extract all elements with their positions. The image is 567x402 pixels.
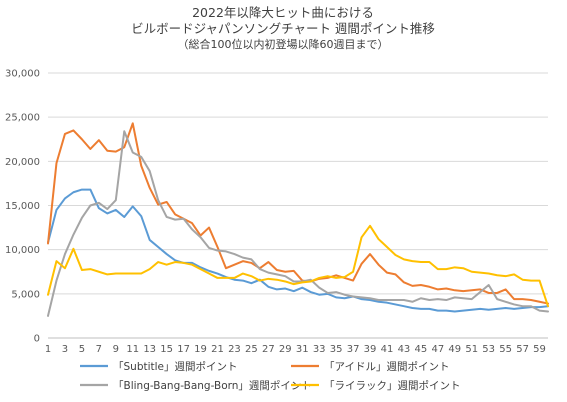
chart-title-line-1: 2022年以降大ヒット曲における [192,5,374,20]
y-tick-label: 15,000 [5,201,40,212]
series-line-3 [47,130,549,317]
x-tick-label: 59 [533,344,546,355]
x-tick-label: 25 [245,344,258,355]
x-tick-label: 41 [381,344,394,355]
legend-label-4: 「ライラック」週間ポイント [324,380,461,392]
x-tick-label: 27 [262,344,275,355]
y-tick-label: 5,000 [11,289,40,300]
chart-subtitle: （総合100位以内初登場以降60週目まで） [178,37,389,51]
x-tick-label: 17 [177,344,190,355]
x-tick-label: 1 [45,344,51,355]
x-tick-label: 9 [113,344,119,355]
x-tick-label: 11 [126,344,139,355]
series-line-1 [47,188,549,313]
chart-title-line-2: ビルボードジャパンソングチャート 週間ポイント推移 [131,21,435,36]
x-tick-label: 43 [398,344,411,355]
x-tick-label: 33 [313,344,326,355]
series-line-4 [47,224,549,308]
x-tick-label: 49 [448,344,461,355]
x-tick-label: 35 [330,344,343,355]
y-tick-label: 20,000 [5,157,40,168]
legend-label-2: 「アイドル」週間ポイント [324,361,449,373]
x-tick-label: 29 [279,344,292,355]
y-tick-label: 10,000 [5,245,40,256]
x-tick-label: 51 [465,344,478,355]
x-tick-label: 3 [62,344,68,355]
x-tick-label: 23 [228,344,241,355]
x-tick-label: 45 [415,344,428,355]
x-tick-label: 15 [160,344,173,355]
legend-label-1: 「Subtitle」週間ポイント [113,361,238,373]
y-tick-label: 0 [34,334,40,345]
x-tick-label: 13 [143,344,156,355]
legend-label-3: 「Bling-Bang-Bang-Born」週間ポイント [113,380,312,392]
x-tick-label: 31 [296,344,309,355]
x-tick-label: 19 [194,344,207,355]
x-tick-label: 39 [364,344,377,355]
x-tick-label: 55 [499,344,512,355]
y-tick-label: 25,000 [5,113,40,124]
x-tick-label: 47 [431,344,444,355]
series-line-2 [47,122,549,305]
x-tick-label: 37 [347,344,360,355]
x-tick-label: 53 [482,344,495,355]
x-tick-label: 57 [516,344,529,355]
x-tick-label: 5 [79,344,85,355]
y-tick-label: 30,000 [5,69,40,80]
x-tick-label: 21 [211,344,224,355]
x-tick-label: 7 [96,344,102,355]
